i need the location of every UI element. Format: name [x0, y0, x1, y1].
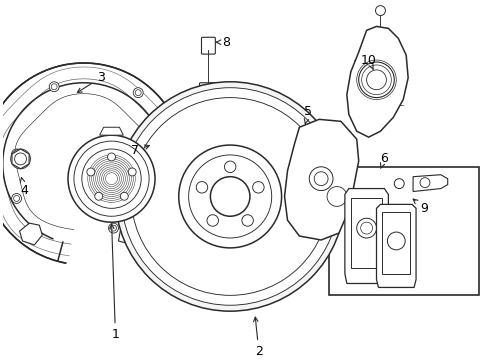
- Circle shape: [253, 181, 264, 193]
- Text: 8: 8: [216, 36, 230, 49]
- Circle shape: [242, 215, 253, 226]
- Circle shape: [135, 90, 141, 96]
- Circle shape: [82, 149, 141, 208]
- Polygon shape: [376, 204, 416, 287]
- Circle shape: [189, 155, 271, 238]
- Circle shape: [388, 232, 405, 250]
- Text: 7: 7: [131, 144, 149, 157]
- Circle shape: [87, 168, 95, 176]
- Text: 6: 6: [380, 152, 389, 168]
- Circle shape: [68, 135, 155, 222]
- Circle shape: [122, 88, 339, 305]
- Circle shape: [210, 177, 250, 216]
- Circle shape: [224, 161, 236, 172]
- Circle shape: [361, 222, 372, 234]
- Polygon shape: [413, 175, 448, 192]
- Circle shape: [207, 215, 219, 226]
- Polygon shape: [351, 198, 382, 268]
- FancyBboxPatch shape: [201, 37, 215, 54]
- Circle shape: [49, 82, 59, 92]
- Circle shape: [394, 179, 404, 189]
- Polygon shape: [345, 189, 389, 283]
- Circle shape: [367, 70, 387, 90]
- Text: 10: 10: [361, 54, 376, 69]
- Circle shape: [121, 192, 128, 200]
- Text: 5: 5: [304, 105, 312, 124]
- Circle shape: [15, 153, 26, 165]
- Circle shape: [14, 195, 20, 201]
- Polygon shape: [382, 212, 410, 274]
- Circle shape: [11, 149, 30, 169]
- Text: 4: 4: [20, 177, 28, 197]
- Circle shape: [314, 172, 328, 186]
- Circle shape: [14, 151, 20, 157]
- Polygon shape: [119, 225, 141, 245]
- Circle shape: [12, 149, 22, 159]
- Text: 1: 1: [110, 224, 120, 341]
- FancyBboxPatch shape: [199, 83, 217, 95]
- Circle shape: [359, 62, 394, 98]
- Text: 9: 9: [413, 199, 428, 215]
- Circle shape: [109, 223, 119, 233]
- Circle shape: [95, 192, 103, 200]
- Polygon shape: [12, 149, 29, 169]
- Text: 2: 2: [253, 317, 263, 358]
- Polygon shape: [347, 26, 408, 137]
- Circle shape: [196, 181, 208, 193]
- Polygon shape: [99, 127, 123, 135]
- Circle shape: [357, 218, 376, 238]
- Circle shape: [74, 141, 149, 216]
- Circle shape: [15, 153, 26, 165]
- Circle shape: [12, 194, 22, 203]
- Circle shape: [116, 82, 345, 311]
- Circle shape: [327, 186, 347, 206]
- Circle shape: [111, 225, 117, 231]
- Circle shape: [420, 178, 430, 188]
- Text: 3: 3: [77, 71, 104, 93]
- Circle shape: [179, 145, 282, 248]
- Circle shape: [51, 84, 57, 90]
- Circle shape: [108, 153, 116, 161]
- Polygon shape: [20, 223, 42, 245]
- Circle shape: [131, 98, 329, 295]
- Polygon shape: [285, 120, 359, 240]
- Circle shape: [309, 167, 333, 190]
- Circle shape: [375, 6, 386, 15]
- FancyBboxPatch shape: [138, 140, 160, 154]
- Bar: [329, 167, 479, 295]
- Circle shape: [128, 168, 136, 176]
- Circle shape: [133, 88, 143, 98]
